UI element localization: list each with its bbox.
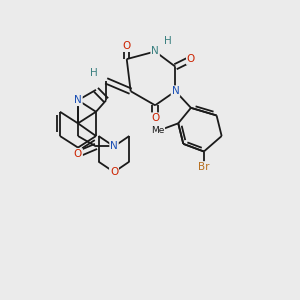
Text: O: O: [74, 149, 82, 159]
Text: N: N: [151, 46, 159, 56]
Text: O: O: [187, 54, 195, 64]
Text: H: H: [90, 68, 97, 78]
Text: O: O: [151, 113, 159, 123]
Text: H: H: [164, 36, 172, 46]
Text: O: O: [110, 167, 118, 177]
Text: Me: Me: [151, 126, 164, 135]
Text: O: O: [123, 41, 131, 51]
Text: N: N: [74, 95, 82, 105]
Text: N: N: [110, 141, 118, 152]
Text: N: N: [172, 86, 179, 96]
Text: Br: Br: [198, 162, 210, 172]
